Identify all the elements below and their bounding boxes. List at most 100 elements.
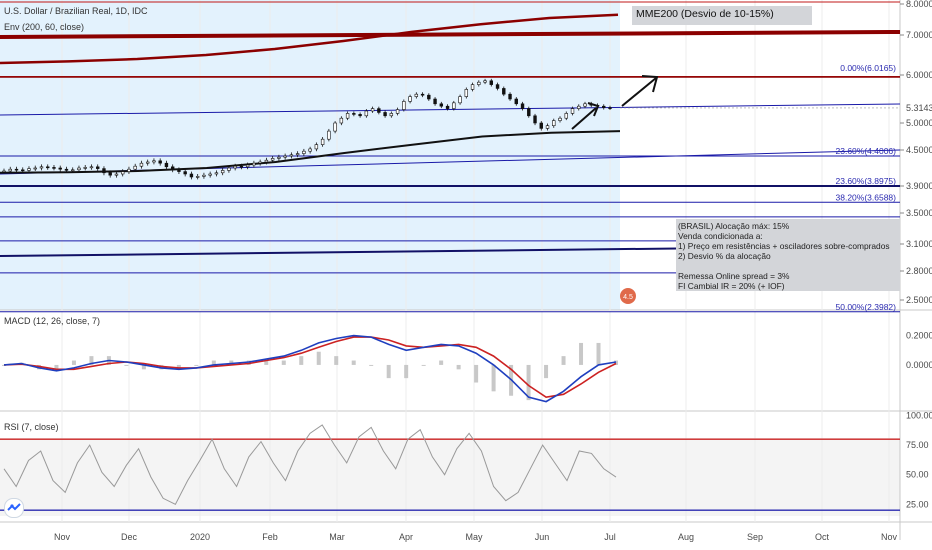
macd-histogram-bar <box>71 360 76 365</box>
tradingview-logo-icon <box>7 503 21 511</box>
arrow-head <box>641 75 659 93</box>
candle-body <box>489 80 493 85</box>
prediction-shade <box>0 0 620 310</box>
candle-body <box>333 122 337 132</box>
arrow-annotation <box>621 77 657 107</box>
candle-body <box>583 103 587 107</box>
candle-body <box>220 170 225 174</box>
allocation-note-box <box>676 219 900 291</box>
candle-body <box>558 117 562 121</box>
candle-body <box>602 105 606 108</box>
rsi-series <box>3 424 617 505</box>
y-tick-label: 3.9000 <box>906 181 932 191</box>
macd-pane <box>2 334 618 403</box>
candle-body <box>170 166 175 171</box>
y-tick-label: 4.5000 <box>906 145 932 155</box>
candle-body <box>577 105 581 109</box>
candle-body <box>320 138 325 145</box>
candle-body <box>214 172 219 175</box>
candle-body <box>445 105 450 109</box>
tradingview-logo[interactable] <box>4 498 24 518</box>
candle-body <box>264 159 269 163</box>
mme200-label: MME200 (Desvio de 10-15%) <box>636 8 774 20</box>
macd-histogram-bar <box>561 356 566 365</box>
macd-histogram-bar <box>124 364 129 366</box>
candle-body <box>395 109 400 114</box>
candle-body <box>345 113 350 119</box>
candle-body <box>145 161 150 164</box>
arrow-annotation <box>571 107 597 130</box>
candle-body <box>202 174 206 177</box>
macd-histogram-bar <box>386 364 391 379</box>
macd-histogram-bar <box>474 364 479 383</box>
candle-body <box>389 113 394 117</box>
axis-layer: Nov Dec 2020 Feb Mar Apr May Jun Jul Aug Sep Oct Nov… <box>54 0 932 542</box>
candle-body <box>133 165 137 170</box>
note-line: 2) Desvio % da alocação <box>678 251 771 261</box>
y-tick-label: 5.0000 <box>906 118 932 128</box>
macd-histogram-bar <box>194 364 199 366</box>
x-tick-label: Mar <box>329 532 345 542</box>
macd-histogram-bar <box>211 360 216 365</box>
macd-histogram-bar <box>264 360 269 365</box>
x-tick-label: Nov <box>881 532 898 542</box>
candle-body <box>27 168 31 171</box>
x-tick-label: Dec <box>121 532 138 542</box>
candle-body <box>239 165 244 168</box>
candle-body <box>2 170 6 173</box>
mme200-label-box <box>632 6 812 25</box>
macd-y-tick: 0.2000 <box>906 331 932 341</box>
candle-body <box>71 169 75 172</box>
candle-body <box>114 173 119 176</box>
event-badge <box>620 288 636 304</box>
y-tick-label: 2.5000 <box>906 295 932 305</box>
macd-line-series <box>3 334 617 403</box>
candle-body <box>89 166 94 169</box>
rsi-y-tick: 25.00 <box>906 499 929 509</box>
candle-body <box>108 172 112 176</box>
candle-body <box>102 168 106 174</box>
candle-body <box>402 101 406 110</box>
rsi-pane <box>0 424 900 511</box>
symbol-title: U.S. Dollar / Brazilian Real, 1D, IDC <box>4 6 148 16</box>
macd-histogram-bar <box>421 364 426 366</box>
macd-histogram-bar <box>299 356 304 365</box>
candle-body <box>377 108 381 113</box>
candle-body <box>270 158 275 161</box>
candle-body <box>414 93 419 97</box>
candle-body <box>33 167 37 170</box>
y-tick-label: 3.1000 <box>906 239 932 249</box>
candle-body <box>21 169 25 172</box>
candle-body <box>245 164 250 168</box>
candle-body <box>520 103 525 109</box>
candle-body <box>77 167 81 171</box>
candle-body <box>283 155 287 158</box>
candle-body <box>464 89 469 97</box>
candle-body <box>189 173 194 178</box>
fib-level-label: 23.60%(4.4006) <box>836 146 897 156</box>
x-tick-label: Aug <box>678 532 694 542</box>
candle-body <box>514 98 518 105</box>
candle-body <box>164 162 169 168</box>
candle-body <box>183 171 187 175</box>
macd-histogram-bar <box>316 351 321 365</box>
x-tick-label: Apr <box>399 532 413 542</box>
macd-histogram-bar <box>89 356 94 365</box>
candle-body <box>208 173 212 176</box>
candle-body <box>252 162 256 166</box>
candle-body <box>527 108 531 117</box>
candle-body <box>52 167 56 169</box>
event-badge-label: 4.5 <box>623 294 633 301</box>
candle-body <box>58 167 62 170</box>
note-line: Venda condicionada a: <box>678 231 763 241</box>
x-tick-label: Jun <box>535 532 550 542</box>
candle-body <box>358 114 362 117</box>
candle-body <box>14 168 19 171</box>
candle-body <box>427 94 431 100</box>
macd-histogram-bar <box>351 360 356 365</box>
rsi-y-tick: 50.00 <box>906 470 929 480</box>
macd-histogram-bar <box>526 364 531 401</box>
y-tick-label: 6.0000 <box>906 70 932 80</box>
macd-histogram-bar <box>281 360 286 365</box>
y-tick-label: 8.0000 <box>906 0 932 9</box>
